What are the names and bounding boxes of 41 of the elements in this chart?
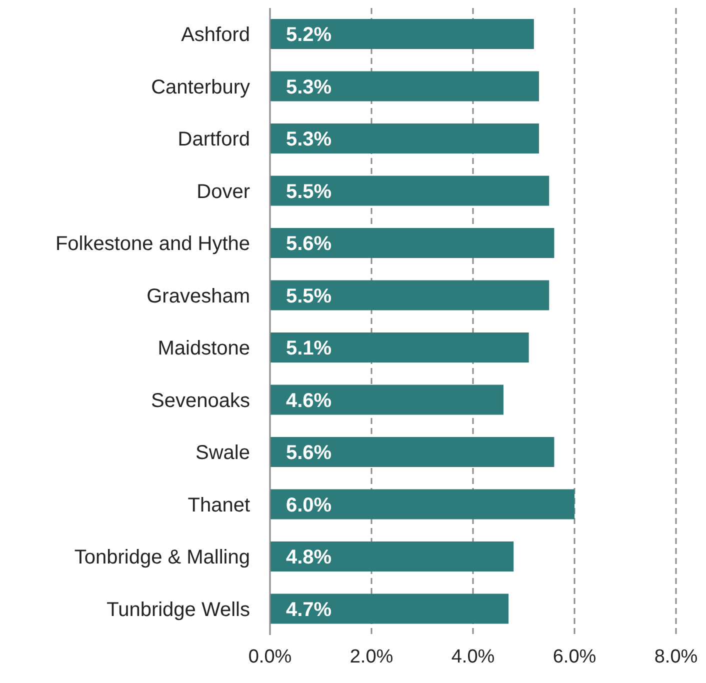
data-label: 4.7% xyxy=(286,598,332,621)
x-tick-label: 8.0% xyxy=(654,646,698,668)
data-label: 5.2% xyxy=(286,24,332,46)
bar xyxy=(270,542,514,572)
bar xyxy=(270,489,574,520)
y-tick-label: Folkestone and Hythe xyxy=(55,233,250,256)
data-label: 5.6% xyxy=(286,442,332,464)
y-tick-label: Dartford xyxy=(178,128,250,151)
y-tick-label: Maidstone xyxy=(158,338,250,360)
bar xyxy=(270,71,539,102)
data-label: 5.3% xyxy=(286,128,332,151)
data-label: 4.6% xyxy=(286,390,332,412)
bar xyxy=(270,176,550,206)
y-tick-label: Swale xyxy=(196,442,250,464)
data-label: 5.5% xyxy=(286,180,332,203)
bar xyxy=(270,19,534,49)
data-label: 6.0% xyxy=(286,494,332,516)
data-label: 4.8% xyxy=(286,546,332,569)
data-label: 5.3% xyxy=(286,76,332,98)
y-tick-label: Tunbridge Wells xyxy=(106,598,250,621)
y-tick-label: Ashford xyxy=(181,24,250,46)
bar xyxy=(270,594,509,624)
y-tick-label: Thanet xyxy=(188,494,250,516)
data-label: 5.5% xyxy=(286,285,332,308)
x-tick-label: 0.0% xyxy=(248,646,292,668)
bar xyxy=(270,332,529,362)
bar xyxy=(270,124,539,154)
bar xyxy=(270,280,550,310)
y-tick-label: Tonbridge & Malling xyxy=(74,546,250,569)
y-tick-label: Gravesham xyxy=(146,285,250,308)
y-tick-label: Canterbury xyxy=(151,76,250,98)
y-tick-label: Dover xyxy=(196,180,250,203)
x-tick-label: 2.0% xyxy=(350,646,394,668)
bar xyxy=(270,384,504,415)
bar xyxy=(270,437,554,467)
y-tick-label: Sevenoaks xyxy=(151,390,250,412)
data-label: 5.1% xyxy=(286,338,332,360)
x-tick-label: 6.0% xyxy=(552,646,596,668)
data-label: 5.6% xyxy=(286,233,332,256)
x-tick-label: 4.0% xyxy=(451,646,495,668)
bar xyxy=(270,228,554,258)
